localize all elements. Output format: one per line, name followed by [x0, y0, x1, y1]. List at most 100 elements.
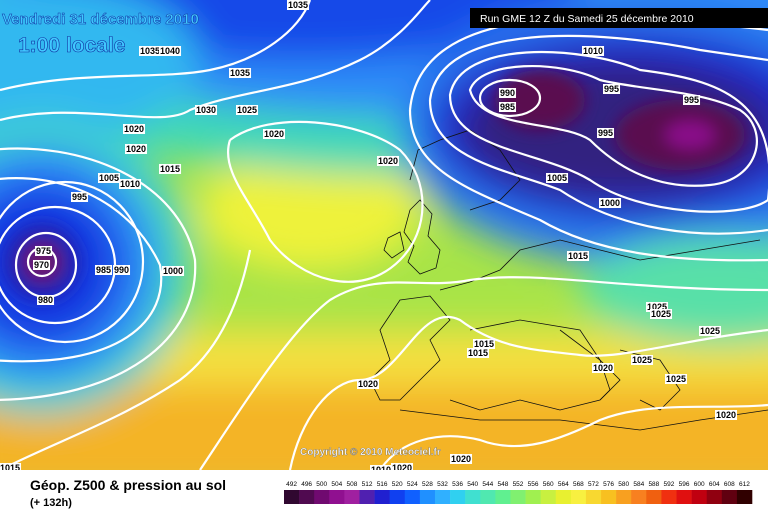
legend-label: 560 — [543, 481, 554, 488]
isobar-label-bg — [0, 463, 22, 473]
isobar-label: 1020 — [378, 156, 398, 166]
isobar-label: 1025 — [647, 302, 667, 312]
legend-swatch — [646, 490, 662, 504]
isobar-label: 1025 — [632, 355, 652, 365]
legend-label: 540 — [467, 481, 478, 488]
legend-swatch — [284, 490, 300, 504]
isobar-label: 990 — [114, 265, 129, 275]
isobar-label: 975 — [36, 246, 51, 256]
legend-swatch — [480, 490, 496, 504]
legend-swatch — [555, 490, 572, 504]
isobar-label-bg — [646, 302, 669, 312]
isobar-label: 1020 — [451, 454, 471, 464]
isobar-label-bg — [597, 128, 615, 138]
legend-swatch — [495, 490, 511, 504]
legend-label: 548 — [497, 481, 508, 488]
isobar-label-bg — [357, 379, 380, 389]
copyright: Copyright © 2010 Meteociel.fr — [300, 447, 441, 458]
legend-swatch — [661, 490, 677, 504]
geopotential-field — [0, 0, 768, 470]
legend-swatch — [525, 490, 541, 504]
isobar-label-bg — [229, 68, 252, 78]
isobar-label-bg — [650, 309, 673, 319]
legend-label: 588 — [648, 481, 659, 488]
isobar-label-bg — [450, 454, 473, 464]
isobar-label: 1020 — [392, 463, 412, 473]
isobar-label-bg — [33, 260, 51, 270]
legend-swatch — [721, 490, 738, 504]
isobar-label-bg — [159, 164, 182, 174]
isobar-label-bg — [139, 46, 162, 56]
legend-label: 604 — [709, 481, 720, 488]
isobar-label-bg — [195, 105, 218, 115]
legend-label: 496 — [301, 481, 312, 488]
isobar-label: 995 — [684, 95, 699, 105]
isobar-label-bg — [98, 173, 121, 183]
isobar-label: 1010 — [583, 46, 603, 56]
legend-label: 508 — [347, 481, 358, 488]
isobar-label: 1020 — [126, 144, 146, 154]
legend-swatch — [299, 490, 315, 504]
isobar-label-bg — [683, 95, 701, 105]
isobar-label: 1025 — [700, 326, 720, 336]
legend-label: 592 — [664, 481, 675, 488]
legend-label: 556 — [528, 481, 539, 488]
legend-label: 596 — [679, 481, 690, 488]
isobar-label-bg — [377, 156, 400, 166]
isobar-label: 990 — [500, 88, 515, 98]
isobar-label-bg — [71, 192, 89, 202]
legend-swatch — [359, 490, 375, 504]
isobar-label: 1000 — [163, 266, 183, 276]
legend-label: 504 — [331, 481, 342, 488]
isobar-label-bg — [236, 105, 259, 115]
isobar-label-bg — [391, 463, 414, 473]
isobars — [0, 0, 768, 470]
run-box — [470, 8, 768, 28]
isobar-label-bg — [631, 355, 654, 365]
legend-label: 544 — [482, 481, 493, 488]
legend-label: 536 — [452, 481, 463, 488]
legend-swatch — [616, 490, 632, 504]
legend-swatch — [389, 490, 406, 504]
isobar-label-bg — [699, 326, 722, 336]
field-colors — [0, 0, 768, 470]
isobar-label: 1025 — [666, 374, 686, 384]
legend-swatch — [314, 490, 330, 504]
isobar-label: 1020 — [264, 129, 284, 139]
isobar-label-bg — [159, 46, 182, 56]
legend-label: 600 — [694, 481, 705, 488]
legend-swatch — [329, 490, 345, 504]
isobar-label: 1005 — [99, 173, 119, 183]
isobar-label: 985 — [500, 102, 515, 112]
isobar-label: 1015 — [160, 164, 180, 174]
isobar-label-bg — [263, 129, 286, 139]
isobar-label-bg — [113, 265, 131, 275]
isobar-label-bg — [95, 265, 113, 275]
isobar-label-bg — [499, 102, 517, 112]
isobar-label: 1025 — [237, 105, 257, 115]
legend-swatch — [570, 490, 587, 504]
isobar-label: 1040 — [160, 46, 180, 56]
isobar-label-bg — [603, 84, 621, 94]
isobar-label-bg — [715, 410, 738, 420]
color-legend: 492 496 500 504 508 512 516 520 524 528 532 536 540 5… — [284, 481, 753, 504]
isobar-label-bg — [162, 266, 185, 276]
legend-label: 532 — [437, 481, 448, 488]
legend-label: 584 — [633, 481, 644, 488]
isobar-label: 1015 — [474, 339, 494, 349]
isobar-label: 1015 — [468, 348, 488, 358]
isobar-label-bg — [567, 251, 590, 261]
isobar-label: 970 — [34, 260, 49, 270]
isobar-label-bg — [467, 348, 490, 358]
legend-label: 568 — [573, 481, 584, 488]
legend-swatch — [691, 490, 708, 504]
legend-swatch — [434, 490, 451, 504]
legend-swatch — [404, 490, 421, 504]
isobar-label: 995 — [598, 128, 613, 138]
isobar-label: 1035 — [140, 46, 160, 56]
legend-swatch — [419, 490, 436, 504]
